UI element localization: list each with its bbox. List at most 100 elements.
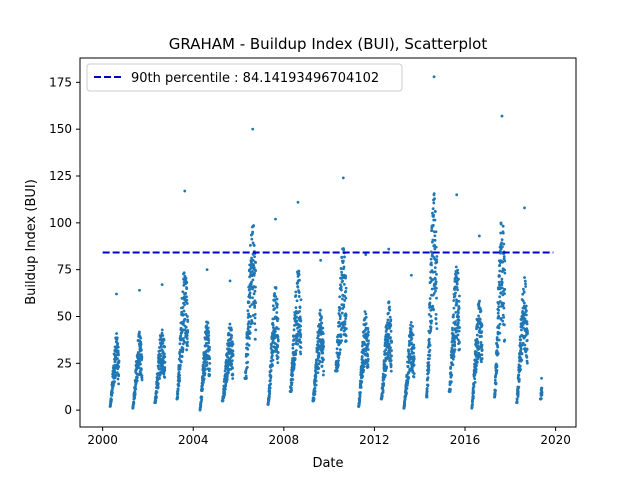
data-point [457,306,461,310]
data-point [360,372,364,376]
data-point [185,337,189,340]
chart-title: GRAHAM - Buildup Index (BUI), Scatterplo… [169,35,488,53]
data-point [412,357,416,361]
data-point [201,387,204,391]
data-point [358,395,362,399]
data-point [515,401,519,404]
data-point [295,319,299,323]
data-point [450,373,454,377]
x-axis: 2000 2004 2008 2012 2016 2020 [87,427,571,447]
data-point [451,315,455,319]
data-point [452,306,456,310]
data-point [110,398,113,402]
data-point [405,386,409,390]
data-point [178,342,182,346]
data-point [474,367,478,371]
data-point [501,269,504,273]
data-point [248,337,251,340]
data-point [185,295,188,299]
data-point [133,396,137,400]
data-point [365,335,369,339]
data-point [313,392,317,396]
data-point [228,322,232,326]
data-point [475,333,479,337]
data-point [435,327,439,330]
data-point [500,114,504,118]
data-point [178,376,181,380]
data-point [515,397,519,401]
data-point [117,382,121,386]
data-point [296,200,300,204]
data-point [186,340,189,344]
data-point [208,362,212,365]
data-point [336,364,340,367]
data-point [411,369,415,373]
data-point [431,278,435,282]
data-point [480,353,484,357]
y-tick-label: 150 [49,122,72,136]
data-point [503,323,506,327]
data-point [224,384,228,388]
data-point [204,336,207,340]
data-point [338,315,342,318]
data-point [248,287,252,291]
data-point [367,339,370,343]
data-point [161,341,165,345]
data-point [154,399,158,403]
data-point [430,229,434,232]
data-point [271,364,274,367]
data-point [156,382,160,386]
data-point [294,349,298,352]
data-point [431,238,435,242]
data-point [181,290,185,294]
data-point [498,263,502,267]
data-point [342,259,345,263]
data-point [342,303,346,307]
data-point [427,337,431,341]
data-point [140,353,143,356]
data-point [426,384,430,387]
data-point [267,399,271,403]
data-point [298,328,302,332]
data-point [231,342,235,346]
data-point [457,300,461,303]
data-point [115,292,118,296]
data-point [298,278,301,282]
data-point [366,363,370,366]
data-point [248,331,252,335]
data-point [493,392,497,395]
data-point [435,260,439,264]
data-point [163,355,167,359]
data-point [344,317,347,321]
data-point [458,347,461,351]
data-point [525,339,529,342]
data-point [523,276,526,279]
data-point [367,330,370,334]
data-point [250,321,254,325]
data-point [248,325,252,329]
data-point [385,327,389,330]
data-point [498,274,501,278]
data-point [344,290,348,293]
data-point [403,403,407,407]
data-point [524,285,528,288]
data-point [360,380,364,383]
y-tick-label: 175 [49,75,72,89]
data-point [472,385,476,389]
data-point [254,301,258,305]
data-point [457,329,461,333]
data-point [495,371,499,374]
data-point [184,277,188,280]
data-point [525,320,529,324]
data-point [380,394,384,398]
data-point [386,356,390,359]
data-point [229,355,233,359]
x-tick-label: 2000 [87,433,118,447]
data-point [134,387,138,391]
y-axis-label: Buildup Index (BUI) [24,179,39,305]
data-point [274,287,278,290]
data-point [498,322,502,326]
data-point [454,320,457,324]
data-point [228,279,232,283]
data-point [479,341,483,344]
